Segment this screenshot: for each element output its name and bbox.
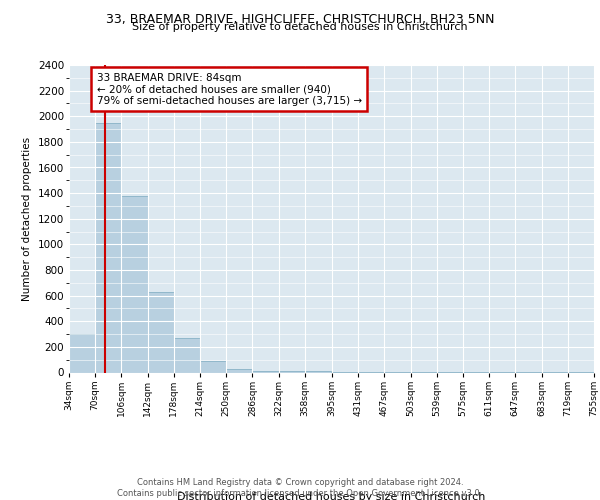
Bar [279,371,305,372]
Text: Size of property relative to detached houses in Christchurch: Size of property relative to detached ho… [132,22,468,32]
Bar [69,334,95,372]
Bar [95,122,121,372]
Text: 33, BRAEMAR DRIVE, HIGHCLIFFE, CHRISTCHURCH, BH23 5NN: 33, BRAEMAR DRIVE, HIGHCLIFFE, CHRISTCHU… [106,12,494,26]
Bar [174,338,200,372]
Bar [148,292,174,372]
Bar [121,196,148,372]
Y-axis label: Number of detached properties: Number of detached properties [22,136,32,301]
Text: 33 BRAEMAR DRIVE: 84sqm
← 20% of detached houses are smaller (940)
79% of semi-d: 33 BRAEMAR DRIVE: 84sqm ← 20% of detache… [97,72,362,106]
X-axis label: Distribution of detached houses by size in Christchurch: Distribution of detached houses by size … [178,492,485,500]
Text: Contains HM Land Registry data © Crown copyright and database right 2024.
Contai: Contains HM Land Registry data © Crown c… [118,478,482,498]
Bar [226,368,253,372]
Bar [253,370,279,372]
Bar [200,361,226,372]
